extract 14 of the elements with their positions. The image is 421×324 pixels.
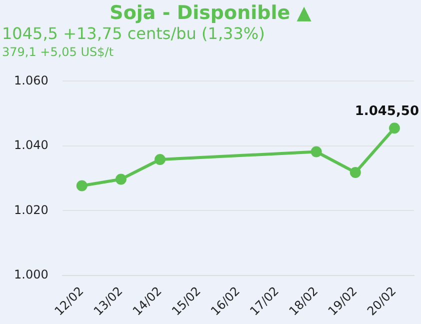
chart-title: Soja - Disponible ▲	[108, 2, 312, 24]
point	[115, 174, 126, 185]
point	[350, 166, 361, 178]
y-tick-label: 1.020	[14, 202, 48, 217]
y-tick-label: 1.060	[14, 73, 48, 88]
chart-subtitle: 1045,5 +13,75 cents/bu (1,33%)	[1, 24, 266, 44]
y-tick-label: 1.040	[14, 138, 48, 152]
point	[310, 146, 322, 158]
point	[154, 154, 166, 166]
data-label: 1.045,50	[354, 104, 420, 119]
point	[388, 122, 400, 134]
y-tick-label: 1.000	[14, 267, 48, 282]
point	[76, 180, 88, 192]
text: 379,1 +5,05 US$/t	[1, 44, 115, 60]
